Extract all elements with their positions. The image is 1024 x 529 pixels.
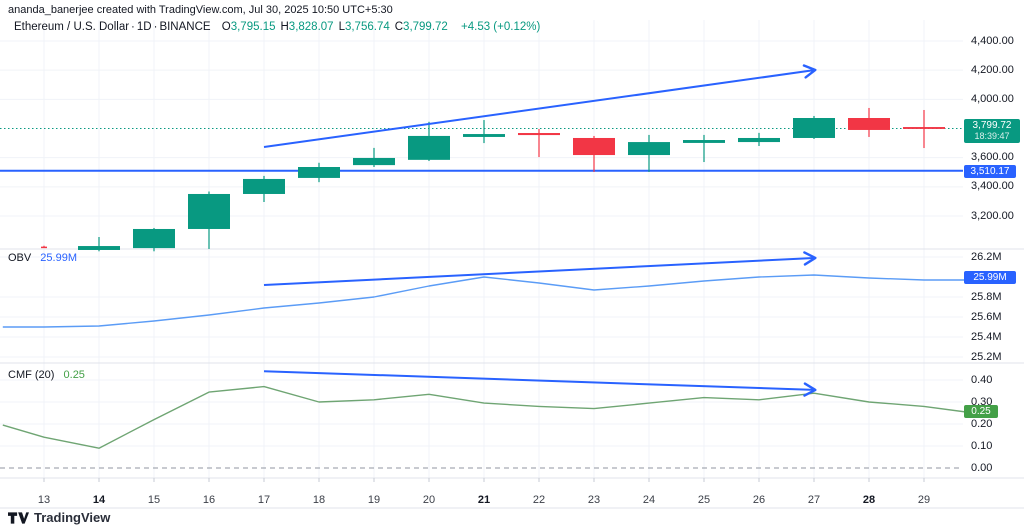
time-axis-label: 17 bbox=[257, 494, 271, 506]
cmf-value: 0.25 bbox=[63, 369, 85, 381]
candle-body bbox=[353, 157, 395, 166]
candle-body bbox=[738, 137, 780, 143]
attribution-text: ananda_banerjee created with TradingView… bbox=[8, 4, 393, 16]
candle-body bbox=[628, 142, 670, 156]
last-price-badge: 3,799.72 18:39:47 bbox=[964, 119, 1020, 143]
uptrend-arrow-price[interactable] bbox=[263, 64, 817, 149]
last-price-text: 3,799.72 bbox=[972, 120, 1012, 131]
obv-axis-label: 25.6M bbox=[971, 310, 1002, 323]
candle-body bbox=[133, 228, 175, 249]
tradingview-logo[interactable]: TradingView bbox=[8, 510, 110, 525]
obv-label: OBV bbox=[8, 252, 32, 264]
downtrend-arrow-cmf[interactable] bbox=[263, 370, 817, 397]
time-axis-label: 20 bbox=[422, 494, 436, 506]
cmf-value-badge: 0.25 bbox=[964, 405, 998, 418]
time-axis-label: 19 bbox=[367, 494, 381, 506]
obv-axis-label: 25.4M bbox=[971, 330, 1002, 343]
cmf-legend[interactable]: CMF (20) 0.25 bbox=[8, 369, 85, 381]
candle-body bbox=[793, 118, 835, 138]
hline-price-badge: 3,510.17 bbox=[964, 165, 1016, 178]
time-axis-label: 13 bbox=[37, 494, 51, 506]
price-axis-label: 3,400.00 bbox=[971, 180, 1014, 193]
price-axis-label: 4,200.00 bbox=[971, 63, 1014, 76]
cmf-axis-label: 0.10 bbox=[971, 439, 993, 452]
price-axis-label: 3,600.00 bbox=[971, 151, 1014, 164]
ohlc-item: L3,756.74 bbox=[338, 21, 390, 33]
candle-body bbox=[188, 193, 230, 229]
obv-axis-label: 25.2M bbox=[971, 350, 1002, 363]
candle-body bbox=[243, 178, 285, 194]
price-axis-label: 3,200.00 bbox=[971, 209, 1014, 222]
bar-countdown: 18:39:47 bbox=[974, 131, 1010, 141]
tradingview-logo-icon bbox=[8, 511, 29, 524]
time-axis-label: 21 bbox=[477, 494, 491, 506]
candle-body bbox=[683, 140, 725, 143]
time-axis-label: 22 bbox=[532, 494, 546, 506]
time-axis-label: 15 bbox=[147, 494, 161, 506]
obv-axis-label: 25.8M bbox=[971, 290, 1002, 303]
cmf-series-line bbox=[2, 385, 974, 449]
ohlc-item: C3,799.72 bbox=[394, 21, 448, 33]
candle-body bbox=[298, 167, 340, 178]
candle-body bbox=[903, 127, 945, 129]
time-axis-label: 29 bbox=[917, 494, 931, 506]
price-axis-label: 4,400.00 bbox=[971, 34, 1014, 47]
cmf-axis-label: 0.20 bbox=[971, 417, 993, 430]
obv-value-badge: 25.99M bbox=[964, 271, 1016, 284]
time-axis-label: 24 bbox=[642, 494, 656, 506]
candle-body bbox=[41, 246, 47, 249]
time-axis-label: 25 bbox=[697, 494, 711, 506]
time-axis-label: 14 bbox=[92, 494, 106, 506]
time-axis-label: 28 bbox=[862, 494, 876, 506]
time-axis-label: 26 bbox=[752, 494, 766, 506]
time-axis-label: 18 bbox=[312, 494, 326, 506]
obv-value: 25.99M bbox=[40, 252, 77, 264]
obv-legend[interactable]: OBV 25.99M bbox=[8, 252, 77, 264]
uptrend-arrow-obv[interactable] bbox=[263, 251, 817, 286]
cmf-label: CMF (20) bbox=[8, 369, 55, 381]
time-axis-label: 16 bbox=[202, 494, 216, 506]
symbol-legend[interactable]: Ethereum / U.S. Dollar · 1D · BINANCE O3,795… bbox=[14, 21, 540, 33]
ohlc-item: O3,795.15 bbox=[221, 21, 276, 33]
candle-body bbox=[78, 246, 120, 250]
time-axis-label: 27 bbox=[807, 494, 821, 506]
cmf-axis-label: 0.40 bbox=[971, 373, 993, 386]
candle-body bbox=[518, 133, 560, 136]
cmf-axis-label: 0.30 bbox=[971, 395, 993, 408]
time-axis-label: 23 bbox=[587, 494, 601, 506]
candle-body bbox=[463, 134, 505, 137]
candle-body bbox=[573, 137, 615, 156]
legend-separator: · bbox=[131, 21, 135, 33]
candle-body bbox=[848, 118, 890, 130]
ohlc-item: H3,828.07 bbox=[280, 21, 334, 33]
ohlc-values: O3,795.15 H3,828.07 L3,756.74 C3,799.72 bbox=[222, 21, 453, 33]
obv-axis-label: 26.2M bbox=[971, 250, 1002, 263]
cmf-axis-label: 0.00 bbox=[971, 461, 993, 474]
obv-series-line bbox=[2, 274, 974, 328]
change-value: +4.53 (+0.12%) bbox=[461, 21, 541, 33]
legend-separator: · bbox=[153, 21, 158, 33]
candle-body bbox=[408, 135, 450, 160]
tradingview-logo-text: TradingView bbox=[34, 510, 111, 525]
price-axis-label: 4,000.00 bbox=[971, 92, 1014, 105]
symbol-title: Ethereum / U.S. Dollar bbox=[14, 21, 130, 33]
interval-label: 1D bbox=[136, 21, 152, 33]
exchange-label: BINANCE bbox=[159, 21, 211, 33]
